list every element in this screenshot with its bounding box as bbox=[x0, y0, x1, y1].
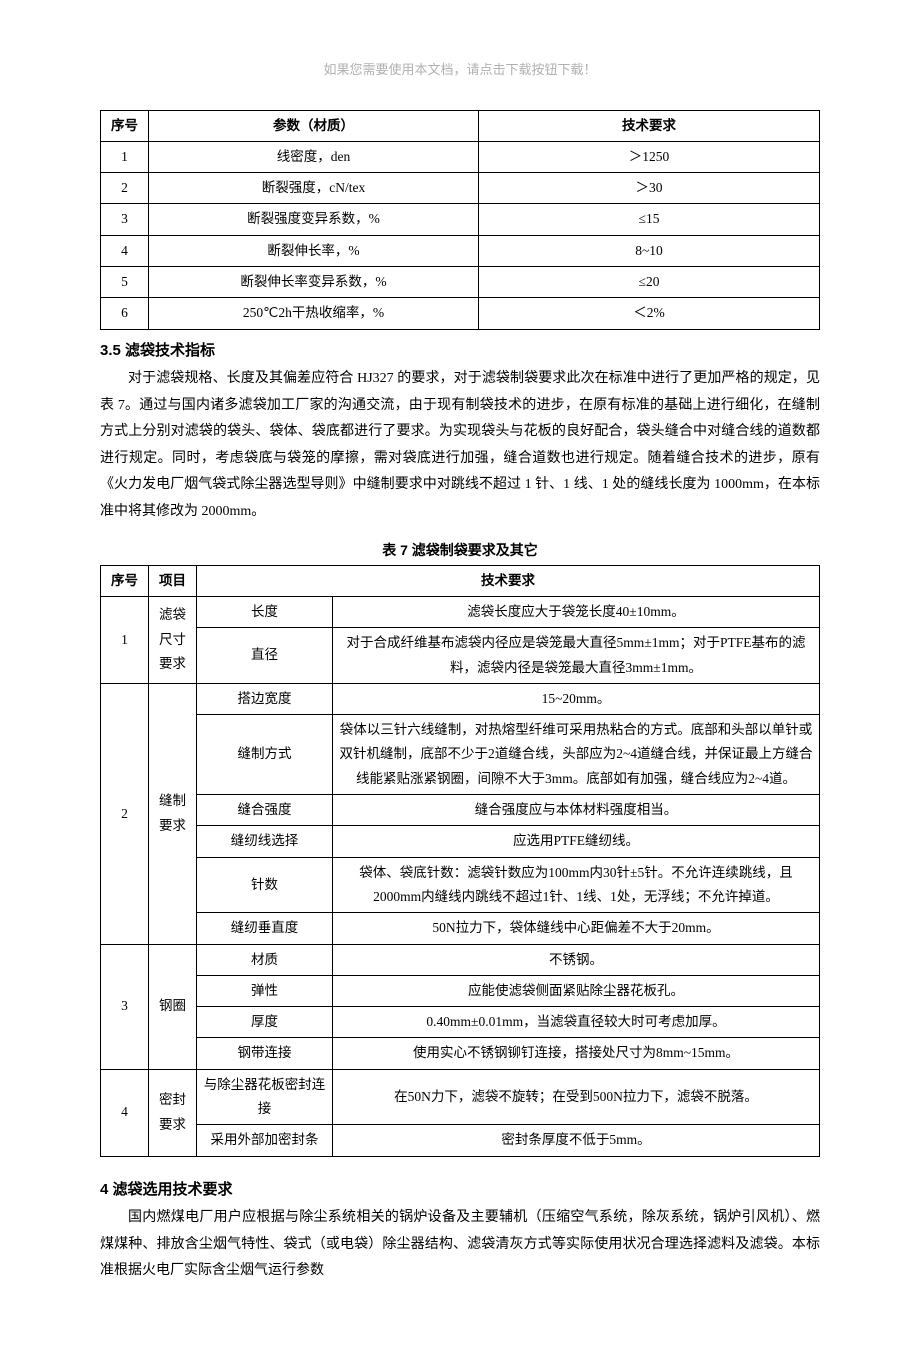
table-cell-req: 滤袋长度应大于袋笼长度40±10mm。 bbox=[333, 596, 820, 627]
table-cell-sub: 直径 bbox=[197, 628, 333, 684]
table-cell: 线密度，den bbox=[149, 141, 479, 172]
table6-h-param: 参数（材质） bbox=[149, 110, 479, 141]
table-cell: 4 bbox=[101, 235, 149, 266]
table6-h-seq: 序号 bbox=[101, 110, 149, 141]
table-cell: 断裂强度，cN/tex bbox=[149, 173, 479, 204]
table-cell-req: 袋体以三针六线缝制，对热熔型纤维可采用热粘合的方式。底部和头部以单针或双针机缝制… bbox=[333, 715, 820, 795]
table-cell-sub: 材质 bbox=[197, 944, 333, 975]
table-cell-sub: 长度 bbox=[197, 596, 333, 627]
table-cell: 5 bbox=[101, 266, 149, 297]
table-cell-req: 0.40mm±0.01mm，当滤袋直径较大时可考虑加厚。 bbox=[333, 1007, 820, 1038]
table7: 序号 项目 技术要求 1滤袋尺寸要求长度滤袋长度应大于袋笼长度40±10mm。直… bbox=[100, 565, 820, 1157]
table-cell-req: 应能使滤袋侧面紧贴除尘器花板孔。 bbox=[333, 975, 820, 1006]
table-cell-req: 袋体、袋底针数：滤袋针数应为100mm内30针±5针。不允许连续跳线，且2000… bbox=[333, 857, 820, 913]
section-4-paragraph: 国内燃煤电厂用户应根据与除尘系统相关的锅炉设备及主要辅机（压缩空气系统，除灰系统… bbox=[100, 1205, 820, 1285]
table-cell-sub: 钢带连接 bbox=[197, 1038, 333, 1069]
table-cell: 断裂伸长率，% bbox=[149, 235, 479, 266]
table-row: 弹性应能使滤袋侧面紧贴除尘器花板孔。 bbox=[101, 975, 820, 1006]
table-row: 6250℃2h干热收缩率，%＜2% bbox=[101, 298, 820, 329]
table7-header-row: 序号 项目 技术要求 bbox=[101, 565, 820, 596]
table-cell-req: 应选用PTFE缝纫线。 bbox=[333, 826, 820, 857]
table-cell-sub: 缝合强度 bbox=[197, 795, 333, 826]
table-cell-sub: 缝纫线选择 bbox=[197, 826, 333, 857]
table-cell: ＞30 bbox=[479, 173, 820, 204]
table-row: 缝制方式袋体以三针六线缝制，对热熔型纤维可采用热粘合的方式。底部和头部以单针或双… bbox=[101, 715, 820, 795]
section-3-5-heading: 3.5 滤袋技术指标 bbox=[100, 340, 820, 363]
table-cell-item: 钢圈 bbox=[149, 944, 197, 1069]
table-cell-req: 不锈钢。 bbox=[333, 944, 820, 975]
table-row: 1线密度，den＞1250 bbox=[101, 141, 820, 172]
table-row: 4密封要求与除尘器花板密封连接在50N力下，滤袋不旋转；在受到500N拉力下，滤… bbox=[101, 1069, 820, 1125]
table-row: 3钢圈材质不锈钢。 bbox=[101, 944, 820, 975]
section-3-5-paragraph: 对于滤袋规格、长度及其偏差应符合 HJ327 的要求，对于滤袋制袋要求此次在标准… bbox=[100, 366, 820, 526]
table7-title: 表 7 滤袋制袋要求及其它 bbox=[100, 540, 820, 561]
table-cell-req: 密封条厚度不低于5mm。 bbox=[333, 1125, 820, 1156]
table-cell: ≤20 bbox=[479, 266, 820, 297]
table-cell: 1 bbox=[101, 141, 149, 172]
table-cell-req: 50N拉力下，袋体缝线中心距偏差不大于20mm。 bbox=[333, 913, 820, 944]
table-cell-sub: 缝制方式 bbox=[197, 715, 333, 795]
table-cell-item: 缝制要求 bbox=[149, 683, 197, 944]
table-row: 3断裂强度变异系数，%≤15 bbox=[101, 204, 820, 235]
table-cell-sub: 采用外部加密封条 bbox=[197, 1125, 333, 1156]
table-row: 缝纫垂直度50N拉力下，袋体缝线中心距偏差不大于20mm。 bbox=[101, 913, 820, 944]
table-cell-sub: 厚度 bbox=[197, 1007, 333, 1038]
table-cell-seq: 3 bbox=[101, 944, 149, 1069]
table-cell: ＞1250 bbox=[479, 141, 820, 172]
table-cell-sub: 弹性 bbox=[197, 975, 333, 1006]
table-cell: ＜2% bbox=[479, 298, 820, 329]
table-cell-req: 缝合强度应与本体材料强度相当。 bbox=[333, 795, 820, 826]
table-row: 1滤袋尺寸要求长度滤袋长度应大于袋笼长度40±10mm。 bbox=[101, 596, 820, 627]
table-row: 5断裂伸长率变异系数，%≤20 bbox=[101, 266, 820, 297]
table7-h-req: 技术要求 bbox=[197, 565, 820, 596]
table-cell-seq: 1 bbox=[101, 596, 149, 683]
table6-header-row: 序号 参数（材质） 技术要求 bbox=[101, 110, 820, 141]
table-cell: ≤15 bbox=[479, 204, 820, 235]
table-cell-req: 15~20mm。 bbox=[333, 683, 820, 714]
table-row: 钢带连接使用实心不锈钢铆钉连接，搭接处尺寸为8mm~15mm。 bbox=[101, 1038, 820, 1069]
table-cell-seq: 4 bbox=[101, 1069, 149, 1156]
table-cell-sub: 与除尘器花板密封连接 bbox=[197, 1069, 333, 1125]
table6: 序号 参数（材质） 技术要求 1线密度，den＞12502断裂强度，cN/tex… bbox=[100, 110, 820, 330]
table-cell: 2 bbox=[101, 173, 149, 204]
table-cell-seq: 2 bbox=[101, 683, 149, 944]
section-4-heading: 4 滤袋选用技术要求 bbox=[100, 1179, 820, 1202]
table-row: 2断裂强度，cN/tex＞30 bbox=[101, 173, 820, 204]
table-row: 直径对于合成纤维基布滤袋内径应是袋笼最大直径5mm±1mm；对于PTFE基布的滤… bbox=[101, 628, 820, 684]
table-row: 厚度0.40mm±0.01mm，当滤袋直径较大时可考虑加厚。 bbox=[101, 1007, 820, 1038]
table-cell: 6 bbox=[101, 298, 149, 329]
table-row: 采用外部加密封条密封条厚度不低于5mm。 bbox=[101, 1125, 820, 1156]
table-cell: 250℃2h干热收缩率，% bbox=[149, 298, 479, 329]
table-cell: 断裂伸长率变异系数，% bbox=[149, 266, 479, 297]
table-row: 4断裂伸长率，%8~10 bbox=[101, 235, 820, 266]
table-cell-item: 密封要求 bbox=[149, 1069, 197, 1156]
table-cell-sub: 缝纫垂直度 bbox=[197, 913, 333, 944]
table7-h-item: 项目 bbox=[149, 565, 197, 596]
table-cell-sub: 针数 bbox=[197, 857, 333, 913]
table-row: 缝合强度缝合强度应与本体材料强度相当。 bbox=[101, 795, 820, 826]
table-cell-req: 在50N力下，滤袋不旋转；在受到500N拉力下，滤袋不脱落。 bbox=[333, 1069, 820, 1125]
table-cell-req: 使用实心不锈钢铆钉连接，搭接处尺寸为8mm~15mm。 bbox=[333, 1038, 820, 1069]
table-cell-sub: 搭边宽度 bbox=[197, 683, 333, 714]
table-row: 缝纫线选择应选用PTFE缝纫线。 bbox=[101, 826, 820, 857]
table6-h-req: 技术要求 bbox=[479, 110, 820, 141]
table-cell-req: 对于合成纤维基布滤袋内径应是袋笼最大直径5mm±1mm；对于PTFE基布的滤料，… bbox=[333, 628, 820, 684]
top-notice: 如果您需要使用本文档，请点击下载按钮下载！ bbox=[100, 60, 820, 80]
table-cell: 断裂强度变异系数，% bbox=[149, 204, 479, 235]
table-cell: 3 bbox=[101, 204, 149, 235]
table-cell: 8~10 bbox=[479, 235, 820, 266]
table7-h-seq: 序号 bbox=[101, 565, 149, 596]
table-row: 针数袋体、袋底针数：滤袋针数应为100mm内30针±5针。不允许连续跳线，且20… bbox=[101, 857, 820, 913]
table-row: 2缝制要求搭边宽度15~20mm。 bbox=[101, 683, 820, 714]
table-cell-item: 滤袋尺寸要求 bbox=[149, 596, 197, 683]
